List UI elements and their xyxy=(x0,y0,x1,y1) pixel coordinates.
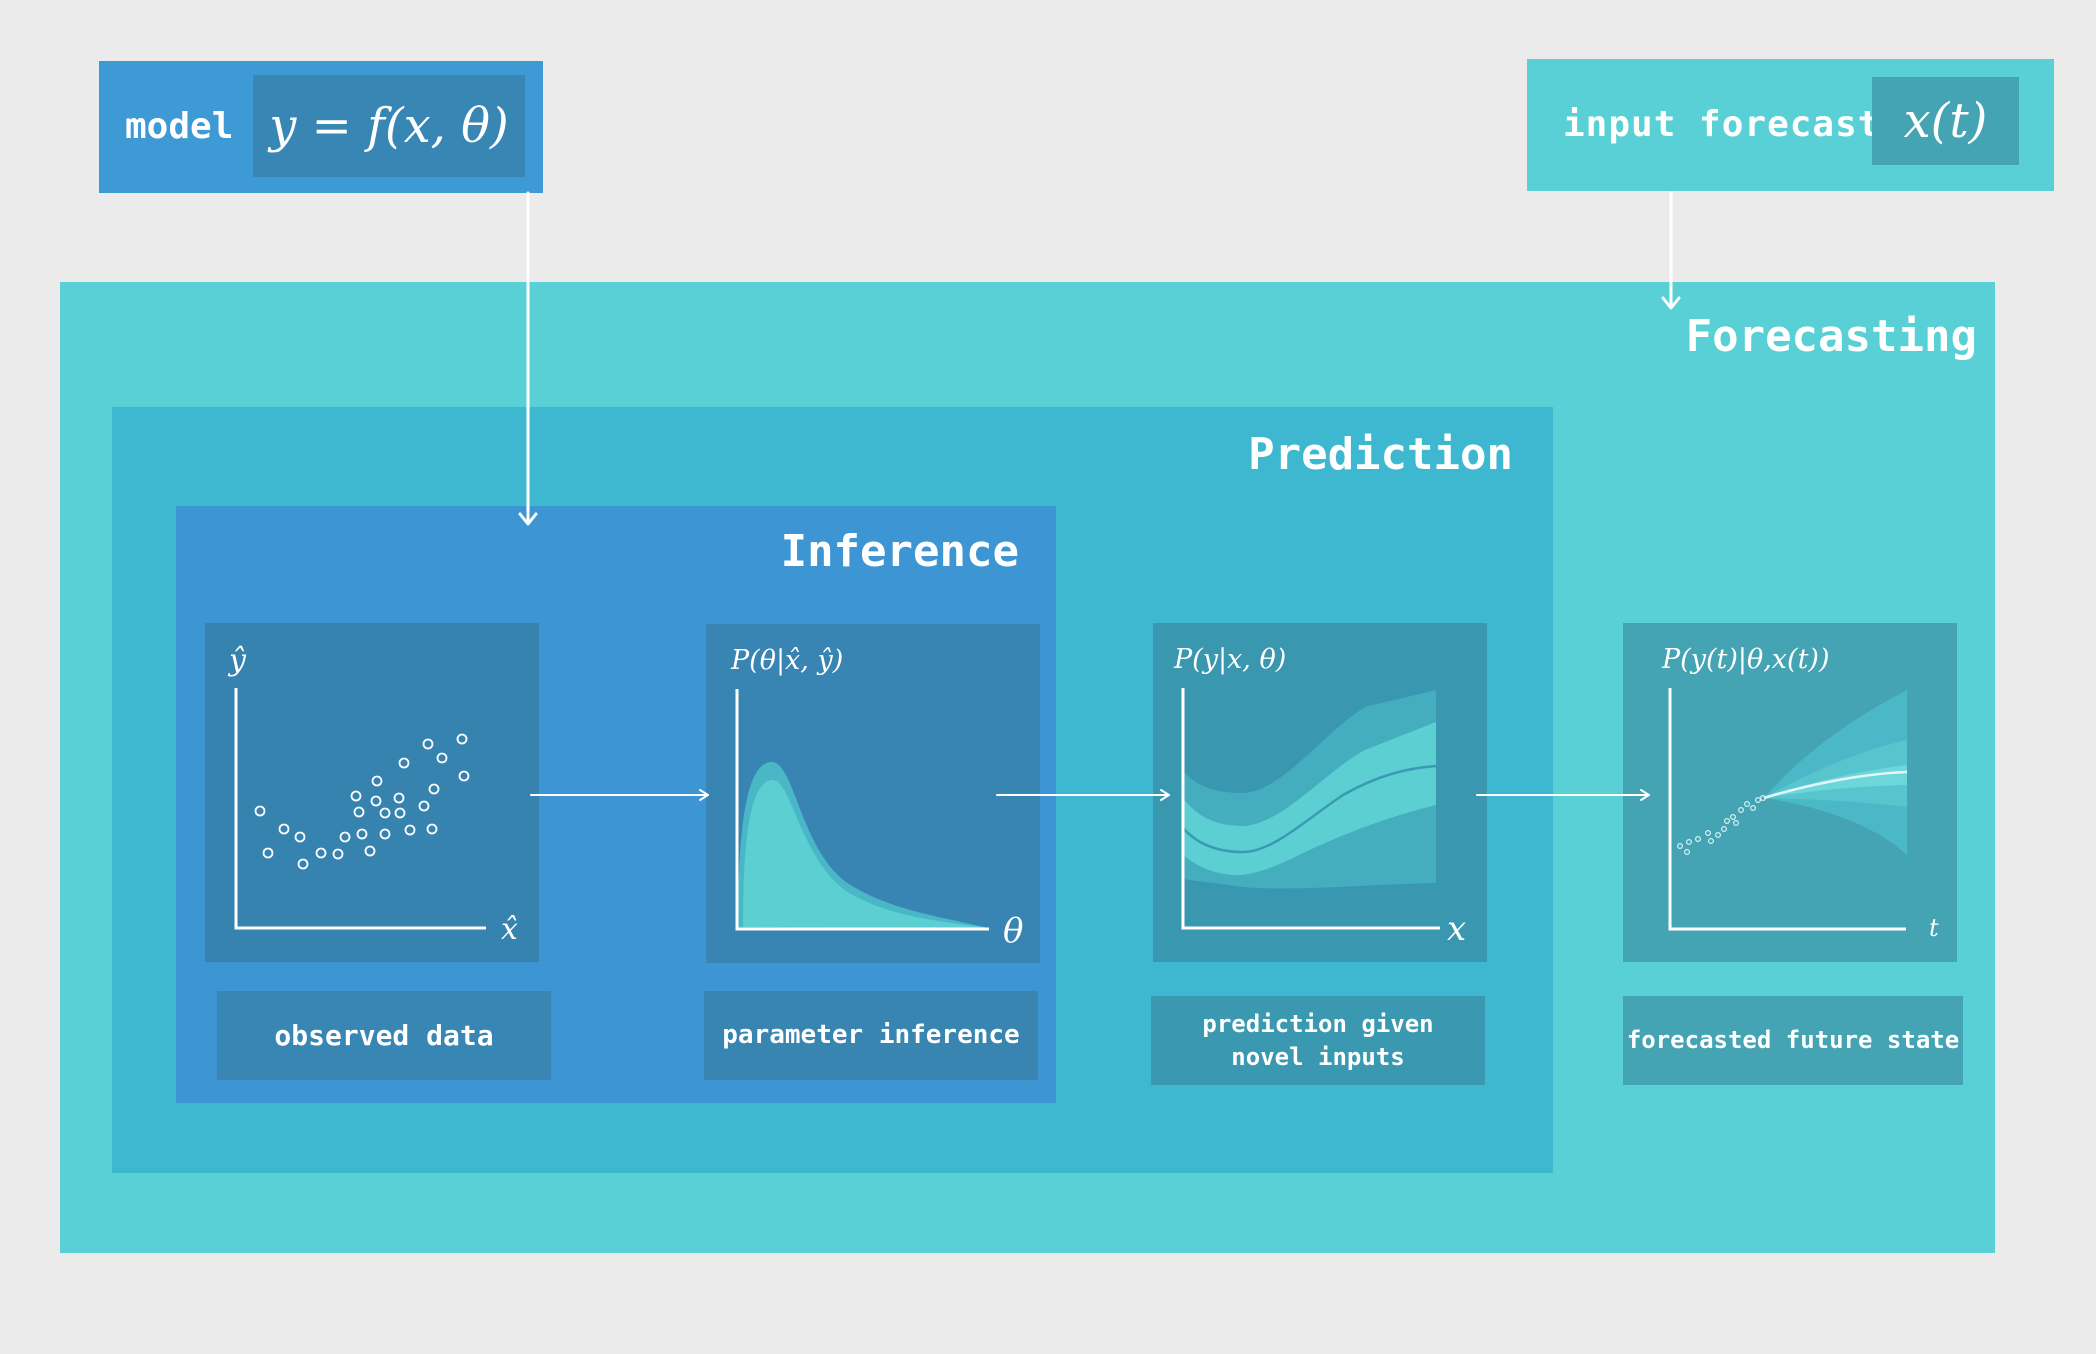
parameter-inference-panel: P(θ|x̂, ŷ) θ xyxy=(706,624,1040,963)
scatter-point xyxy=(297,858,309,870)
scatter-point xyxy=(418,800,430,812)
history-point xyxy=(1694,836,1701,843)
scatter-point xyxy=(404,824,416,836)
parameter-inference-caption: parameter inference xyxy=(704,991,1038,1080)
model-label: model xyxy=(125,106,234,147)
input-forecast-box: input forecast x(t) xyxy=(1527,59,2054,191)
scatter-point xyxy=(426,823,438,835)
forecast-x-axis-label: t xyxy=(1929,914,1939,942)
history-point xyxy=(1707,838,1714,845)
history-point xyxy=(1729,814,1736,821)
scatter-point xyxy=(353,806,365,818)
forecast-axes xyxy=(1668,688,1906,931)
history-point xyxy=(1749,805,1756,812)
scatter-point xyxy=(350,790,362,802)
inference-title: Inference xyxy=(780,526,1019,577)
parameter-inference-x-axis-label: θ xyxy=(1003,911,1023,951)
prediction-caption: prediction given novel inputs xyxy=(1151,996,1485,1085)
scatter-point xyxy=(294,831,306,843)
scatter-point xyxy=(393,792,405,804)
scatter-point xyxy=(315,847,327,859)
scatter-point xyxy=(379,807,391,819)
history-point xyxy=(1760,795,1767,802)
scatter-point xyxy=(262,847,274,859)
prediction-inner-band xyxy=(1183,722,1436,876)
prediction-mean-line xyxy=(1182,764,1437,854)
prediction-panel: P(y|x, θ) x xyxy=(1153,623,1487,962)
observed-data-panel: ŷ x̂ xyxy=(205,623,539,962)
history-point xyxy=(1714,832,1721,839)
history-point xyxy=(1685,839,1692,846)
observed-y-axis-label: ŷ xyxy=(227,643,247,678)
history-point xyxy=(1683,849,1690,856)
scatter-point xyxy=(339,831,351,843)
input-forecast-label: input forecast xyxy=(1563,104,1881,145)
scatter-point xyxy=(436,752,448,764)
forecast-panel: P(y(t)|θ,x(t)) t xyxy=(1623,623,1957,962)
observed-data-caption: observed data xyxy=(217,991,551,1080)
scatter-point xyxy=(371,775,383,787)
posterior-distribution xyxy=(743,780,989,928)
model-equation: y = f(x, θ) xyxy=(269,98,509,154)
scatter-point xyxy=(370,795,382,807)
scatter-point xyxy=(458,770,470,782)
model-equation-box: y = f(x, θ) xyxy=(253,75,525,177)
parameter-inference-axes xyxy=(735,689,989,931)
scatter-point xyxy=(254,805,266,817)
scatter-point xyxy=(428,783,440,795)
scatter-point xyxy=(398,757,410,769)
prediction-axes xyxy=(1181,688,1440,930)
history-point xyxy=(1704,830,1711,837)
prediction-title: Prediction xyxy=(1248,429,1513,480)
scatter-point xyxy=(379,828,391,840)
observed-x-axis-label: x̂ xyxy=(501,912,518,947)
history-point xyxy=(1737,807,1744,814)
history-point xyxy=(1755,797,1762,804)
parameter-inference-title: P(θ|x̂, ŷ) xyxy=(730,645,843,676)
forecasting-title: Forecasting xyxy=(1685,311,1977,362)
prediction-title: P(y|x, θ) xyxy=(1173,644,1286,675)
scatter-point xyxy=(456,733,468,745)
scatter-point xyxy=(394,807,406,819)
model-box: model y = f(x, θ) xyxy=(99,61,543,193)
history-point xyxy=(1723,818,1730,825)
prediction-x-axis-label: x xyxy=(1447,909,1466,949)
observed-scatter-points xyxy=(254,733,470,870)
input-forecast-equation-box: x(t) xyxy=(1872,77,2019,165)
forecast-history-points xyxy=(1676,795,1767,856)
history-point xyxy=(1676,843,1683,850)
forecast-caption: forecasted future state xyxy=(1623,996,1963,1085)
history-point xyxy=(1720,826,1727,833)
forecast-title: P(y(t)|θ,x(t)) xyxy=(1661,644,1829,675)
observed-axes xyxy=(234,688,486,930)
forecast-mean-line xyxy=(1763,770,1908,800)
input-forecast-equation: x(t) xyxy=(1903,93,1988,149)
scatter-point xyxy=(364,845,376,857)
history-point xyxy=(1732,820,1739,827)
scatter-point xyxy=(356,828,368,840)
scatter-point xyxy=(422,738,434,750)
history-point xyxy=(1743,801,1750,808)
scatter-point xyxy=(332,848,344,860)
scatter-point xyxy=(278,823,290,835)
